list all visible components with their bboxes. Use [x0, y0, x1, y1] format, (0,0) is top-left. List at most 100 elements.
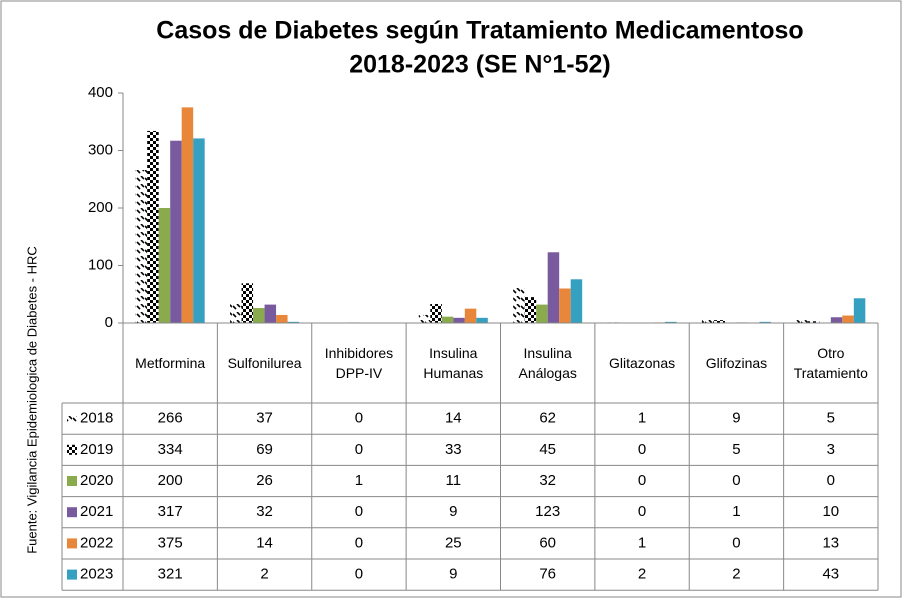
table-value: 375: [158, 534, 183, 551]
bar: [807, 321, 820, 323]
bar: [830, 317, 843, 323]
table-value: 2: [638, 566, 646, 583]
x-tick-label: Glifozinas: [705, 355, 768, 371]
table-value: 1: [638, 410, 646, 427]
table-value: 14: [445, 410, 462, 427]
legend-label: 2022: [80, 534, 113, 551]
bar: [513, 287, 525, 323]
legend-label: 2023: [80, 566, 113, 583]
x-tick-label: Insulina Humanas: [423, 345, 484, 381]
legend-label: 2020: [80, 472, 113, 489]
table-value: 76: [539, 566, 556, 583]
category-cell: Metformina: [135, 355, 206, 371]
table-value: 62: [539, 410, 556, 427]
bar: [853, 298, 866, 323]
table-value: 43: [822, 566, 839, 583]
legend-key: [67, 507, 77, 518]
table-value: 200: [158, 472, 183, 489]
bar: [264, 304, 277, 323]
table-value: 0: [355, 441, 363, 458]
table-value: 0: [355, 534, 363, 551]
category-cell: Insulina Análogas: [518, 345, 577, 381]
table-value: 321: [158, 566, 183, 583]
table-value: 3: [827, 441, 835, 458]
table-value: 11: [446, 472, 462, 489]
table-value: 0: [732, 534, 740, 551]
table-value: 317: [158, 503, 183, 520]
legend-key: [67, 444, 77, 455]
x-tick-label: Otro Tratamiento: [793, 345, 868, 381]
x-tick-label: Inhibidores DPP-IV: [324, 345, 394, 381]
legend-label: 2021: [80, 503, 113, 520]
table-value: 9: [732, 410, 740, 427]
table-value: 32: [256, 503, 273, 520]
bar: [253, 308, 265, 323]
table-value: 1: [732, 503, 740, 520]
bar: [170, 140, 182, 323]
table-value: 60: [539, 534, 556, 551]
table-value: 0: [827, 472, 835, 489]
table-value: 123: [535, 503, 560, 520]
bar: [241, 283, 254, 323]
table-value: 13: [822, 534, 839, 551]
table-value: 0: [355, 566, 363, 583]
bar: [430, 304, 442, 323]
table-value: 0: [355, 410, 363, 427]
bar: [158, 208, 171, 323]
category-cell: Otro Tratamiento: [793, 345, 868, 381]
table-value: 32: [539, 472, 556, 489]
category-cell: Inhibidores DPP-IV: [324, 345, 394, 381]
bar: [713, 320, 725, 323]
table-value: 14: [256, 534, 273, 551]
legend-key: [67, 413, 77, 424]
bar: [181, 107, 194, 323]
bar: [536, 304, 548, 323]
table-value: 2: [732, 566, 740, 583]
y-tick-label: 200: [88, 199, 113, 216]
bar: [476, 317, 488, 323]
table-value: 2: [260, 566, 268, 583]
bar: [796, 320, 808, 323]
bar: [665, 321, 677, 323]
x-tick-label: Insulina Análogas: [518, 345, 577, 381]
bar: [759, 321, 771, 323]
bar: [230, 301, 242, 323]
x-tick-label: Metformina: [135, 355, 206, 371]
table-value: 9: [449, 503, 457, 520]
table-value: 5: [732, 441, 740, 458]
table-value: 33: [445, 441, 462, 458]
bar: [842, 315, 854, 323]
table-value: 0: [638, 503, 646, 520]
chart-title: 2018-2023 (SE N°1-52): [349, 51, 611, 79]
bar: [464, 308, 477, 323]
table-value: 0: [638, 441, 646, 458]
bar: [547, 252, 560, 323]
bar: [287, 321, 300, 323]
table-value: 5: [827, 410, 835, 427]
table-value: 1: [355, 472, 363, 489]
table-value: 10: [822, 503, 839, 520]
table-value: 266: [158, 410, 183, 427]
y-tick-label: 400: [88, 84, 113, 101]
legend-key: [67, 476, 77, 486]
table-value: 25: [445, 534, 462, 551]
table-value: 334: [158, 441, 183, 458]
y-tick-label: 300: [88, 141, 113, 158]
table-value: 0: [355, 503, 363, 520]
bar: [524, 297, 537, 323]
chart-title: Casos de Diabetes según Tratamiento Medi…: [156, 17, 803, 45]
category-cell: Glitazonas: [609, 355, 675, 371]
bar: [559, 288, 571, 323]
bar: [570, 279, 583, 323]
y-tick-label: 0: [105, 314, 113, 331]
bar: [193, 138, 205, 323]
table-value: 9: [449, 566, 457, 583]
legend-key: [67, 538, 77, 549]
table-value: 1: [638, 534, 646, 551]
table-value: 0: [638, 472, 646, 489]
x-tick-label: Sulfonilurea: [227, 355, 302, 371]
bar: [276, 314, 288, 323]
table-value: 0: [732, 472, 740, 489]
legend-label: 2018: [80, 410, 113, 427]
